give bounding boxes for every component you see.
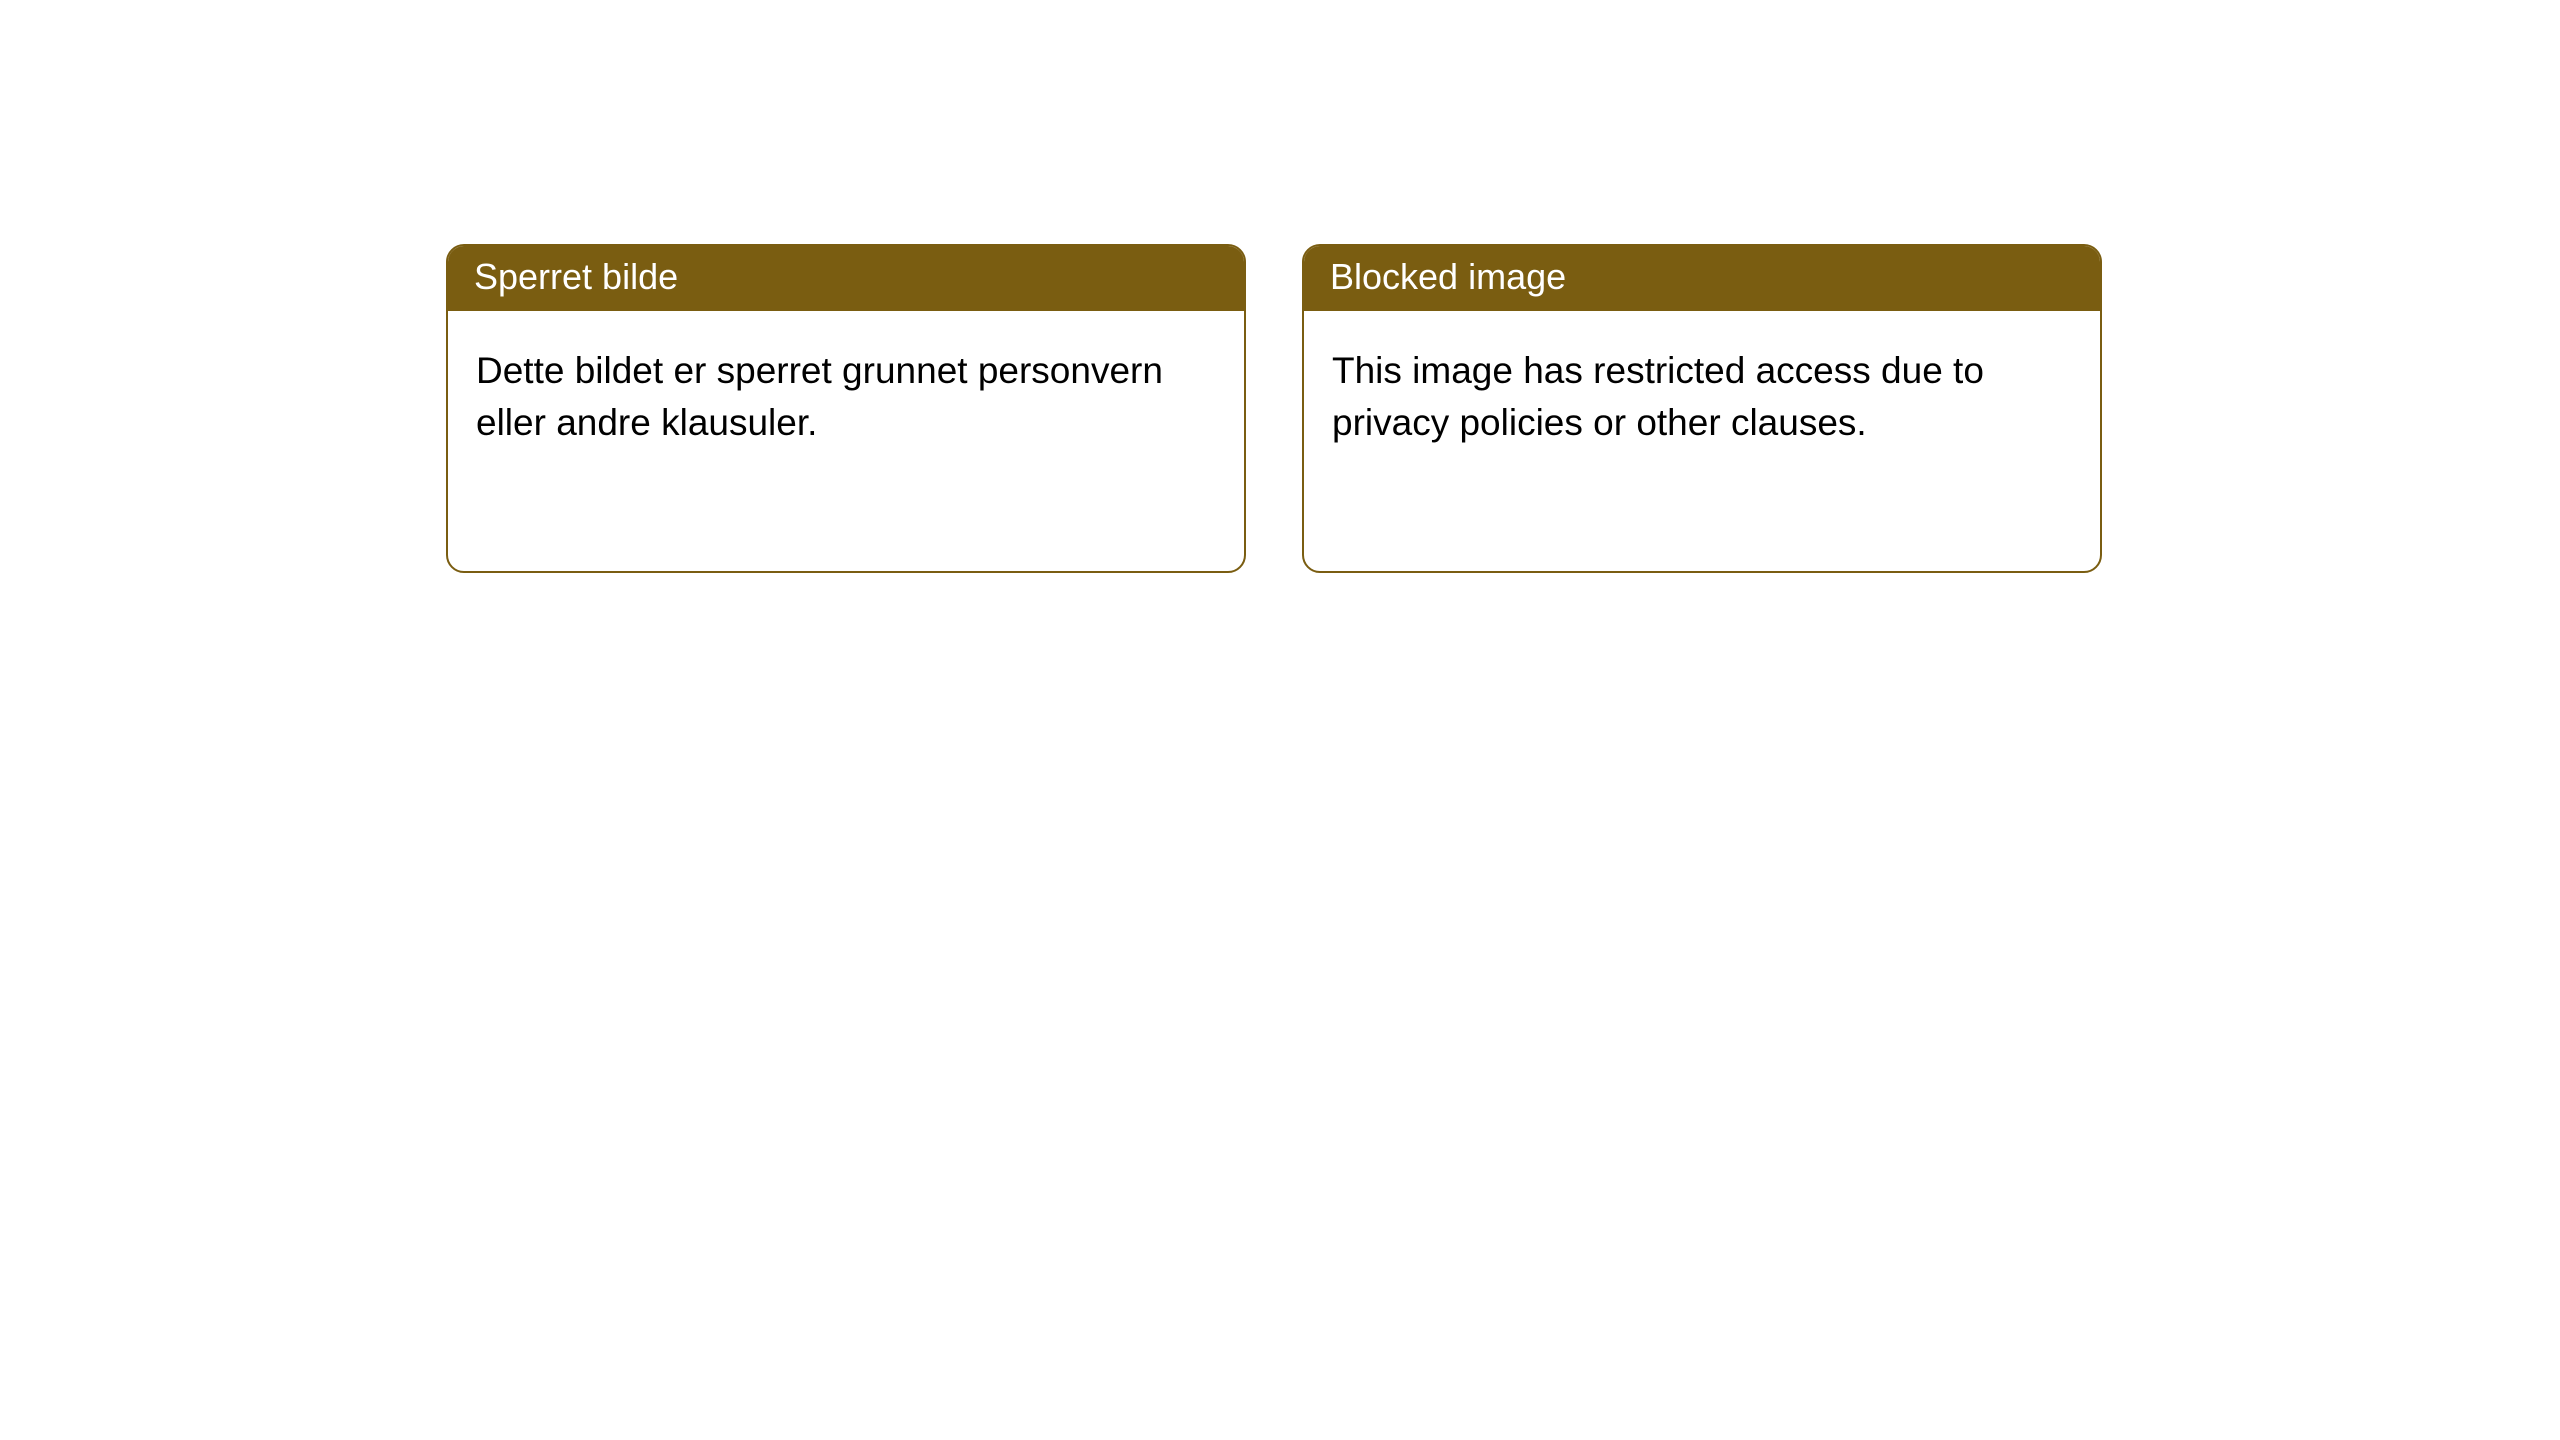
- notice-body: Dette bildet er sperret grunnet personve…: [448, 311, 1244, 571]
- notice-card-english: Blocked image This image has restricted …: [1302, 244, 2102, 573]
- notice-card-norwegian: Sperret bilde Dette bildet er sperret gr…: [446, 244, 1246, 573]
- notice-body: This image has restricted access due to …: [1304, 311, 2100, 571]
- notice-container: Sperret bilde Dette bildet er sperret gr…: [0, 0, 2560, 573]
- notice-title: Blocked image: [1304, 246, 2100, 311]
- notice-title: Sperret bilde: [448, 246, 1244, 311]
